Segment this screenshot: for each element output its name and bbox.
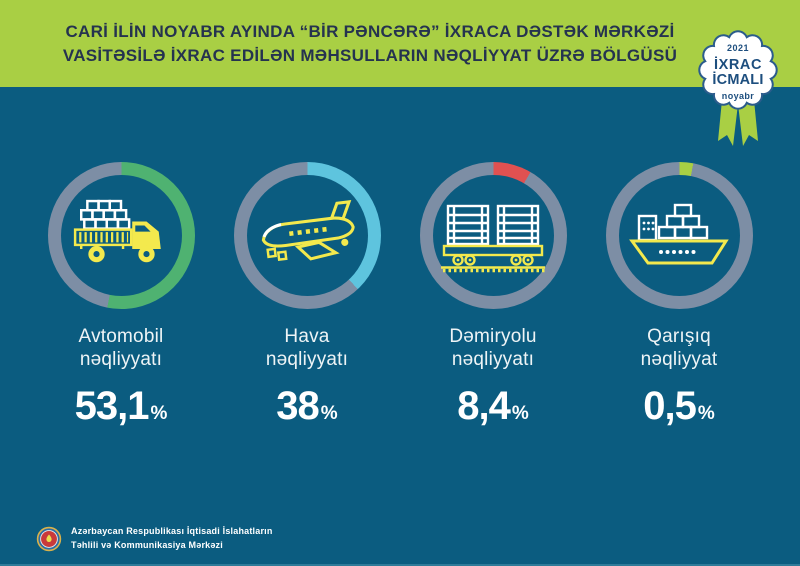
percent-value: 8,4 xyxy=(457,383,511,428)
percent-value: 0,5 xyxy=(643,383,697,428)
percent-sign: % xyxy=(511,402,529,424)
donut-ring-hava xyxy=(233,162,381,309)
card-value: 8,4 % xyxy=(457,384,529,429)
transport-card-demiryolu: Dəmiryolu nəqliyyatı 8,4 % xyxy=(413,162,573,429)
percent-sign: % xyxy=(150,402,168,424)
donut-ring-qarisiq xyxy=(605,162,753,309)
donut-ring-avtomobil xyxy=(47,162,195,309)
percent-value: 38 xyxy=(276,383,319,428)
card-label: Avtomobil nəqliyyatı xyxy=(78,326,164,370)
coat-of-arms-icon xyxy=(36,526,62,551)
percent-value: 53,1 xyxy=(74,383,150,428)
percent-sign: % xyxy=(320,402,338,424)
badge-title-line1: İXRAC xyxy=(713,57,763,73)
airplane-icon xyxy=(261,199,355,261)
transport-card-avtomobil: Avtomobil nəqliyyatı 53,1 % xyxy=(41,162,201,429)
card-label: Qarışıq nəqliyyat xyxy=(640,326,718,370)
card-value: 53,1 % xyxy=(75,384,168,429)
transport-card-qarisiq: Qarışıq nəqliyyat 0,5 % xyxy=(599,162,759,429)
bottom-edge-strip xyxy=(0,564,800,566)
footer: Azərbaycan Respublikası İqtisadi İslahat… xyxy=(36,525,273,552)
badge-rosette-icon xyxy=(698,30,778,146)
card-label: Hava nəqliyyatı xyxy=(265,326,349,370)
badge-month: noyabr xyxy=(721,91,755,101)
badge-title-line2: İCMALI xyxy=(712,72,764,88)
freight-train-icon xyxy=(441,204,545,272)
card-value: 38 % xyxy=(276,384,337,429)
org-name: Azərbaycan Respublikası İqtisadi İslahat… xyxy=(71,526,273,550)
transport-grid: Avtomobil nəqliyyatı 53,1 % xyxy=(0,162,800,429)
donut-ring-demiryolu xyxy=(419,162,567,309)
badge-year: 2021 xyxy=(726,43,750,53)
transport-card-hava: Hava nəqliyyatı 38 % xyxy=(227,162,387,429)
cargo-ship-icon xyxy=(629,203,729,264)
truck-icon xyxy=(73,199,161,263)
percent-sign: % xyxy=(697,402,715,424)
header-band: CARİ İLİN NOYABR AYINDA “BİR PƏNCƏRƏ” İX… xyxy=(0,0,800,87)
page-title-line2: VASİTƏSİLƏ İXRAC EDİLƏN MƏHSULLARIN NƏQL… xyxy=(62,45,678,65)
report-badge: 2021 İXRAC İCMALI noyabr xyxy=(698,24,778,156)
card-value: 0,5 % xyxy=(643,384,715,429)
card-label: Dəmiryolu nəqliyyatı xyxy=(449,326,537,370)
page-title-line1: CARİ İLİN NOYABR AYINDA “BİR PƏNCƏRƏ” İX… xyxy=(65,22,675,42)
